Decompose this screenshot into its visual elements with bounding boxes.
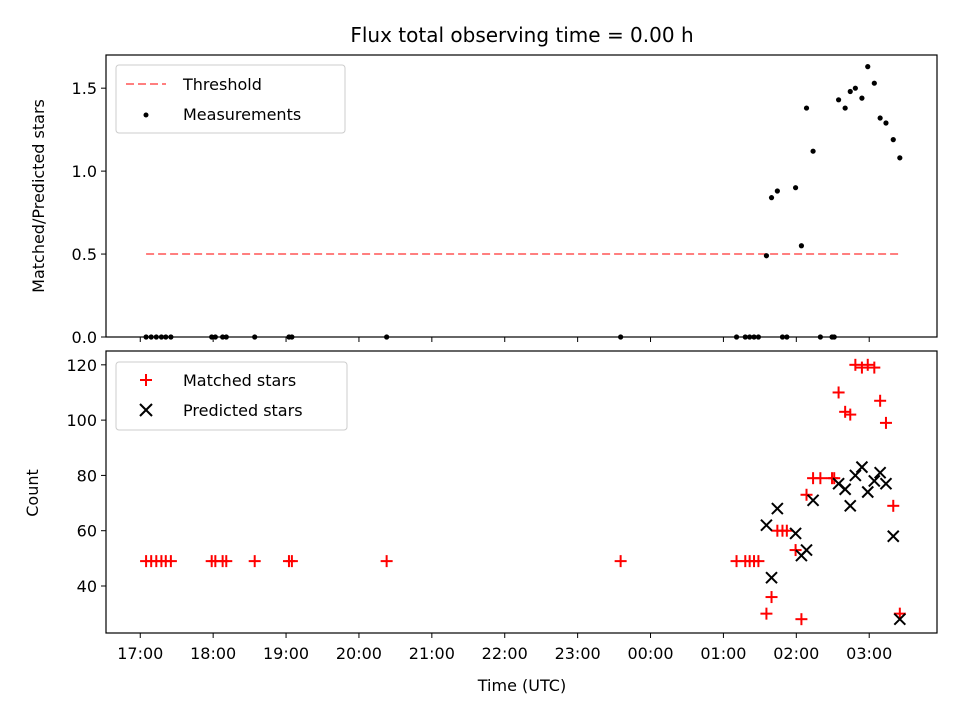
measurement-point (803, 105, 810, 111)
predicted-star-point (789, 527, 802, 540)
measurement-point (768, 195, 775, 201)
matched-star-point (760, 607, 773, 620)
matched-star-point (814, 472, 827, 485)
predicted-star-point (765, 571, 778, 584)
top-panel: 0.0 0.5 1.0 1.5 Matched/Predicted stars Thr… (29, 54, 938, 347)
matched-star-point (874, 394, 887, 407)
top-legend-box (115, 64, 346, 134)
bottom-y-tick-label: 120 (66, 356, 97, 375)
chart-title: Flux total observing time = 0.00 h (350, 23, 693, 47)
x-tick-label: 19:00 (263, 644, 309, 663)
measurement-point (859, 95, 865, 101)
measurement-point (871, 80, 877, 86)
matched-star-point (220, 555, 233, 568)
predicted-star-point (806, 494, 820, 507)
top-legend: Threshold Measurements (115, 64, 346, 134)
x-tick-label: 21:00 (409, 644, 455, 663)
matched-star-point (844, 408, 857, 421)
matched-star-point (839, 405, 852, 418)
x-tick-label: 23:00 (555, 644, 601, 663)
legend-measurements-swatch (143, 112, 149, 118)
bottom-legend: Matched stars Predicted stars (115, 361, 348, 431)
matched-star-point (887, 499, 900, 512)
matched-star-point (832, 386, 845, 399)
predicted-star-point (893, 612, 907, 626)
legend-predicted-swatch (139, 403, 153, 417)
matched-star-point (893, 607, 906, 620)
top-y-tick-label: 1.0 (72, 162, 97, 181)
matched-star-point (861, 358, 874, 371)
bottom-y-tick-label: 40 (77, 577, 97, 596)
predicted-star-point (838, 483, 852, 496)
matched-star-point (800, 488, 813, 501)
matched-star-point (380, 555, 393, 568)
predicted-star-point (844, 499, 857, 513)
measurement-point (763, 253, 770, 259)
predicted-star-point (868, 474, 881, 488)
matched-star-point (248, 555, 261, 568)
matched-star-point (614, 555, 627, 568)
measurement-point (798, 243, 805, 249)
top-y-axis-label: Matched/Predicted stars (29, 99, 48, 293)
bottom-panel: 17:00 18:00 19:00 20:00 21:00 22:00 23:00 00:00… (23, 350, 938, 695)
top-y-tick-label: 1.5 (72, 79, 97, 98)
measurement-point (847, 88, 853, 95)
x-tick-label: 00:00 (627, 644, 673, 663)
bottom-y-tick-label: 80 (77, 466, 97, 485)
legend-predicted-label: Predicted stars (183, 401, 303, 420)
predicted-star-point (873, 466, 887, 479)
x-tick-label: 02:00 (773, 644, 819, 663)
predicted-star-point (760, 518, 773, 532)
x-tick-label: 18:00 (190, 644, 236, 663)
measurement-point (774, 188, 780, 194)
matched-star-point (855, 361, 868, 374)
top-y-tick-label: 0.0 (72, 328, 97, 347)
measurement-point (897, 155, 903, 161)
x-tick-label: 20:00 (336, 644, 382, 663)
legend-threshold-label: Threshold (182, 75, 262, 94)
legend-matched-swatch (140, 374, 152, 386)
matched-star-point (789, 544, 802, 557)
x-tick-label: 01:00 (700, 644, 746, 663)
predicted-star-point (771, 502, 784, 515)
legend-matched-label: Matched stars (183, 371, 296, 390)
measurement-point (792, 185, 799, 191)
measurement-point (835, 97, 842, 103)
legend-measurements-label: Measurements (183, 105, 301, 124)
bottom-y-tick-label: 100 (66, 411, 97, 430)
predicted-star-point (879, 477, 893, 490)
matched-star-point (780, 524, 793, 537)
predicted-star-point (861, 485, 874, 499)
top-y-tick-label: 0.5 (72, 245, 97, 264)
bottom-y-axis-label: Count (23, 469, 42, 517)
matched-star-point (765, 591, 778, 604)
bottom-y-tick-label: 60 (77, 522, 97, 541)
matched-star-point (752, 555, 765, 568)
predicted-star-point (855, 460, 869, 474)
matched-star-point (795, 613, 808, 626)
matched-star-point (879, 416, 892, 429)
bottom-legend-box (115, 361, 348, 431)
predicted-star-point (849, 469, 862, 482)
bottom-panel-frame (105, 350, 938, 634)
top-panel-frame (105, 54, 938, 338)
measurement-point (883, 120, 889, 126)
predicted-star-point (800, 543, 813, 557)
matched-star-point (285, 555, 298, 568)
predicted-star-point (887, 530, 900, 543)
matched-star-point (849, 358, 862, 371)
matched-star-point (868, 361, 881, 374)
measurement-point (890, 137, 896, 143)
measurement-point (810, 148, 816, 154)
measurement-point (852, 85, 858, 91)
x-tick-label: 17:00 (117, 644, 163, 663)
matched-star-point (164, 555, 177, 568)
measurement-point (865, 64, 871, 70)
x-tick-label: 03:00 (846, 644, 892, 663)
x-axis-label: Time (UTC) (477, 676, 566, 695)
measurement-point (877, 115, 883, 121)
measurement-point (842, 105, 848, 111)
x-tick-label: 22:00 (482, 644, 528, 663)
